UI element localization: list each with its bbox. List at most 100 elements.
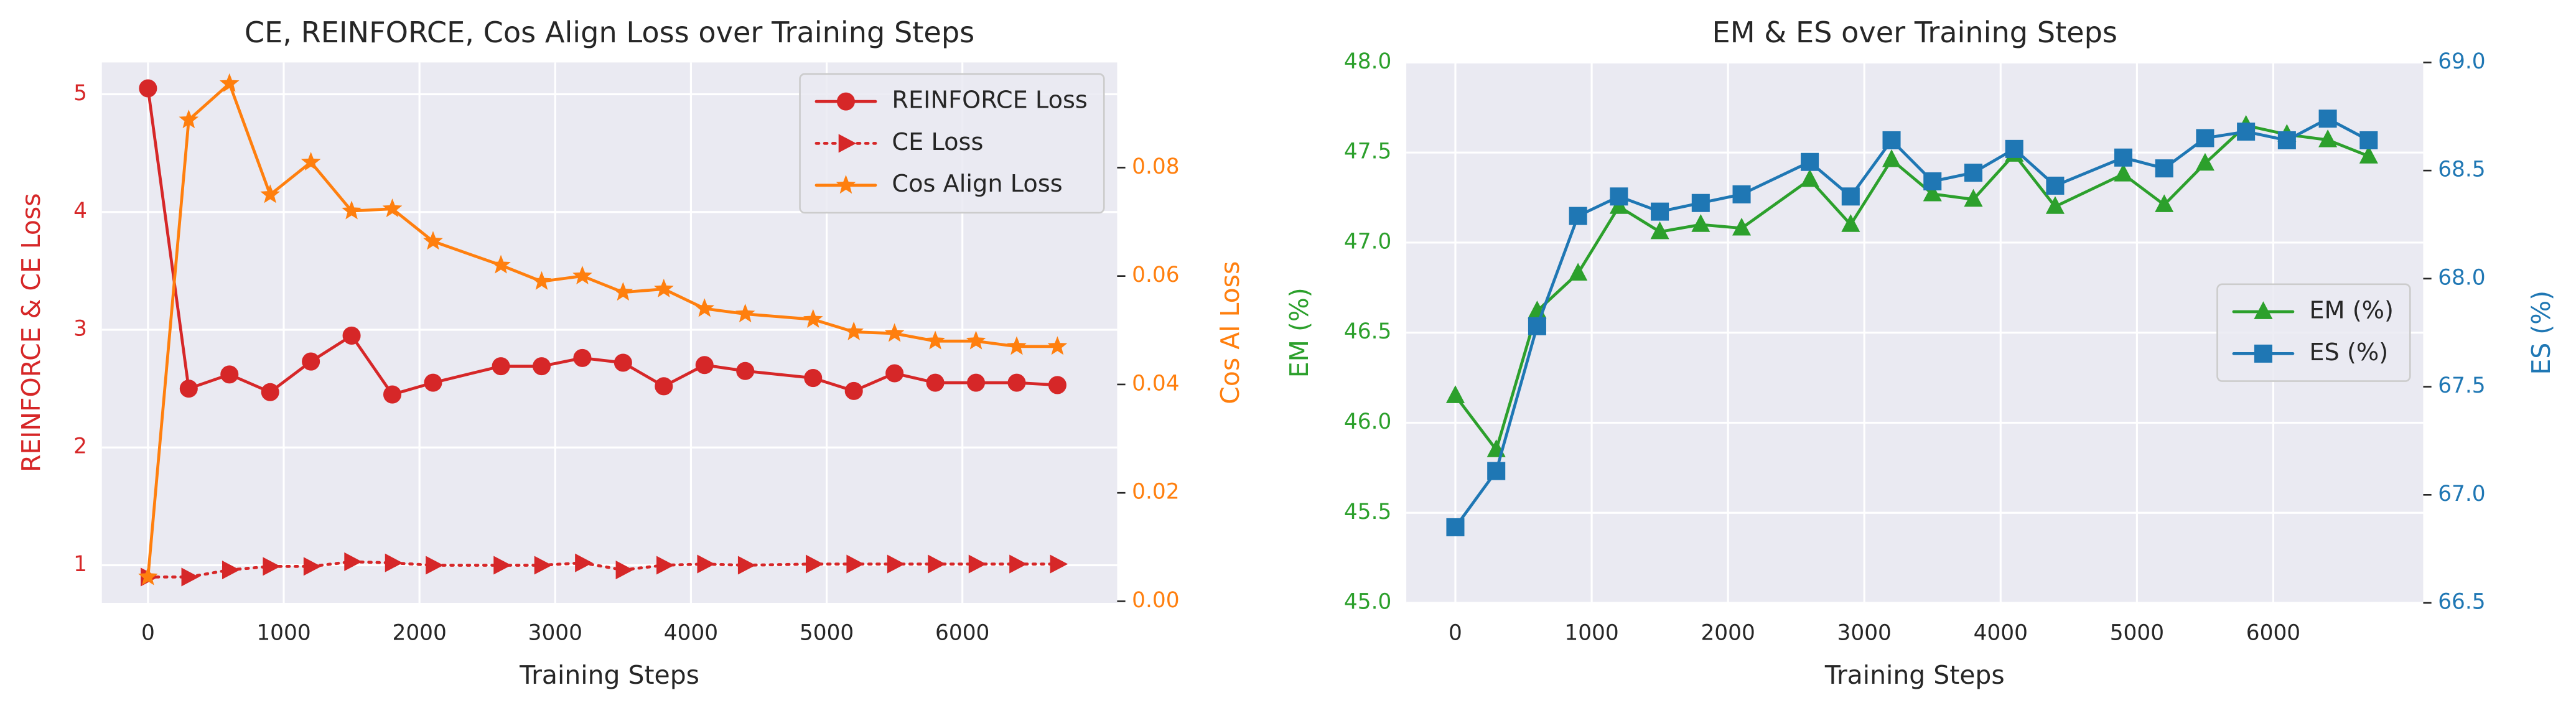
marker: [263, 557, 281, 576]
marker: [695, 356, 714, 375]
marker: [493, 556, 511, 575]
marker: [1009, 554, 1027, 574]
marker: [836, 92, 855, 111]
y-tick-label: 45.5: [1344, 500, 1391, 524]
marker: [1882, 131, 1901, 149]
y-axis-label: EM (%): [1284, 287, 1314, 378]
x-tick-label: 5000: [2110, 621, 2164, 646]
marker: [846, 554, 865, 574]
marker: [805, 554, 824, 574]
marker: [656, 556, 674, 575]
marker: [2277, 131, 2296, 149]
marker: [735, 304, 755, 323]
marker: [491, 254, 511, 274]
marker: [1882, 149, 1902, 167]
marker: [179, 110, 199, 129]
marker: [2359, 146, 2378, 164]
marker: [302, 352, 320, 371]
marker: [575, 553, 593, 572]
marker: [884, 323, 905, 342]
marker: [1841, 214, 1860, 232]
marker: [1446, 518, 1465, 536]
marker: [838, 134, 857, 153]
marker: [1048, 376, 1066, 394]
y2-tick-label: 0.02: [1132, 480, 1179, 505]
marker: [2254, 344, 2272, 363]
marker: [885, 364, 904, 383]
marker: [737, 556, 756, 575]
marker: [423, 231, 443, 250]
legend: EM (%) ES (%): [2216, 283, 2411, 382]
y-tick-label: 4: [73, 198, 87, 223]
marker: [2155, 194, 2174, 212]
marker: [2318, 129, 2338, 147]
marker: [492, 357, 510, 376]
marker: [803, 309, 823, 328]
x-tick-label: 4000: [664, 621, 718, 646]
marker: [532, 357, 551, 376]
marker: [534, 556, 553, 575]
marker: [1050, 554, 1068, 574]
marker: [968, 554, 987, 574]
marker: [694, 298, 715, 317]
marker: [531, 271, 552, 290]
marker: [655, 377, 673, 396]
marker: [220, 365, 239, 384]
marker: [736, 361, 755, 380]
y-tick-label: 5: [73, 81, 87, 106]
marker: [342, 200, 362, 220]
legend-label: Cos Align Loss: [892, 170, 1062, 198]
marker: [179, 380, 198, 398]
marker: [1691, 214, 1710, 232]
legend-label: REINFORCE Loss: [892, 86, 1087, 114]
marker: [181, 567, 200, 587]
marker: [1923, 172, 1942, 191]
y-tick-label: 48.0: [1344, 49, 1391, 74]
y2-tick-label: 66.5: [2438, 590, 2485, 615]
marker: [2046, 176, 2065, 195]
y2-axis-label: ES (%): [2526, 291, 2556, 375]
legend-label: EM (%): [2309, 297, 2394, 325]
y2-tick-label: 67.5: [2438, 373, 2485, 398]
y2-tick-label: 0.08: [1132, 154, 1179, 179]
marker: [928, 554, 946, 574]
marker: [1923, 183, 1942, 202]
y2-tick-label: 0.00: [1132, 588, 1179, 613]
marker: [342, 326, 361, 345]
marker: [2318, 110, 2337, 128]
marker: [925, 330, 945, 350]
legend-label: CE Loss: [892, 128, 983, 156]
marker: [303, 557, 322, 576]
marker: [382, 198, 403, 218]
y-tick-label: 47.0: [1344, 229, 1391, 254]
x-tick-label: 4000: [1974, 621, 2028, 646]
marker: [1841, 187, 1860, 206]
marker: [804, 369, 823, 388]
series-line: [146, 560, 1059, 579]
marker: [426, 556, 444, 575]
y2-tick-label: 0.06: [1132, 263, 1179, 287]
marker: [967, 373, 986, 392]
series-line: [1454, 117, 2371, 529]
marker: [1487, 462, 1506, 480]
marker: [1651, 202, 1669, 221]
marker: [1007, 336, 1027, 355]
marker: [614, 353, 632, 372]
marker: [2005, 139, 2023, 158]
marker: [2196, 129, 2214, 147]
marker: [613, 282, 633, 301]
series-line: [1454, 124, 2371, 454]
marker: [138, 566, 158, 585]
x-tick-label: 6000: [2246, 621, 2300, 646]
marker: [1650, 221, 1669, 240]
y-tick-label: 46.0: [1344, 409, 1391, 434]
subplot: 0 1000 2000 3000 4000 5000 6000 1 2 3 4 5 0.00 0.02 0.…: [16, 16, 1245, 690]
x-tick-label: 1000: [256, 621, 310, 646]
marker: [2195, 152, 2214, 171]
legend: REINFORCE Loss CE Loss Cos Align Loss: [799, 73, 1105, 214]
y2-tick-label: 68.5: [2438, 157, 2485, 182]
marker: [844, 321, 864, 340]
legend-label: ES (%): [2309, 338, 2388, 366]
y2-tick-label: 68.0: [2438, 265, 2485, 290]
